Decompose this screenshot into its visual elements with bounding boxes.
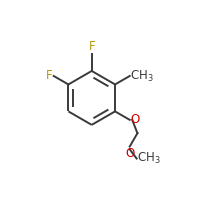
Text: CH$_3$: CH$_3$ [130,68,154,84]
Text: O: O [125,147,134,160]
Text: F: F [88,40,95,53]
Text: CH$_3$: CH$_3$ [137,151,161,166]
Text: F: F [46,69,53,82]
Text: O: O [130,113,140,126]
